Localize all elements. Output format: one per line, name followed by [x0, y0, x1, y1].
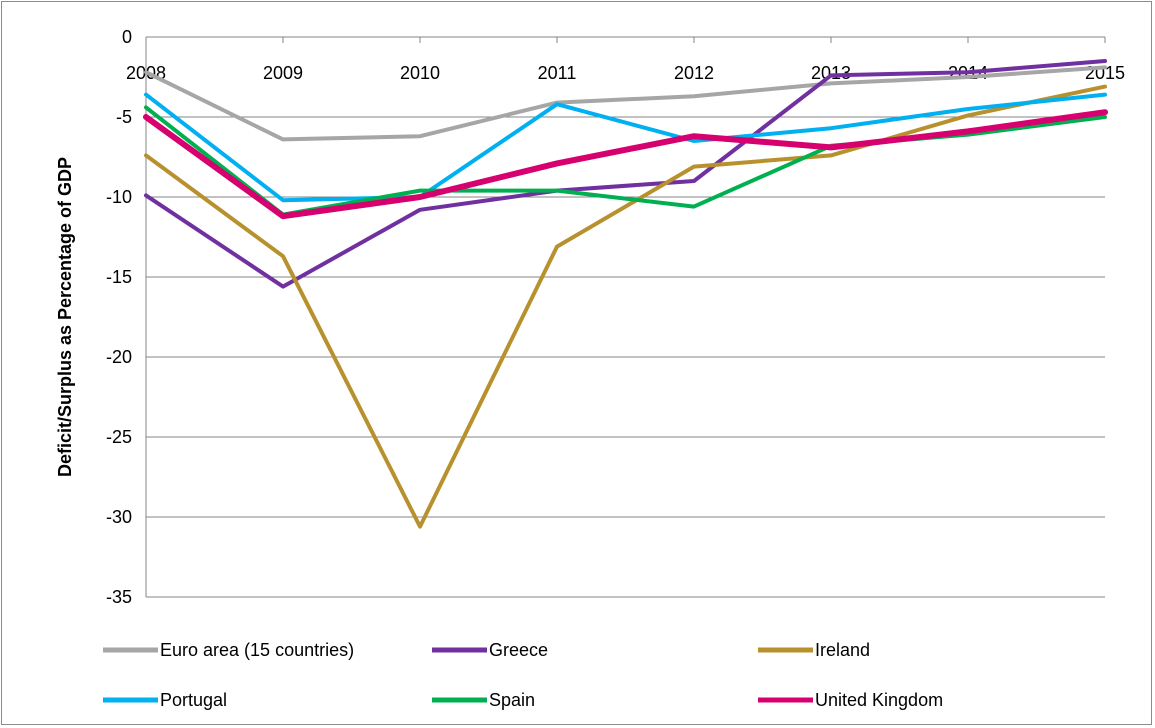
y-tick-label-7: -35 [106, 587, 132, 607]
series-line-5 [143, 109, 1108, 220]
legend-label-4: Spain [489, 690, 535, 710]
legend-label-5: United Kingdom [815, 690, 943, 710]
series-line-3 [144, 92, 1107, 203]
x-tick-label-2: 2010 [400, 63, 440, 83]
y-tick-label-1: -5 [116, 107, 132, 127]
x-tick-label-4: 2012 [674, 63, 714, 83]
y-tick-label-4: -20 [106, 347, 132, 367]
legend-label-0: Euro area (15 countries) [160, 640, 354, 660]
gridlines [146, 116, 1105, 598]
x-tick-label-1: 2009 [263, 63, 303, 83]
y-tick-label-6: -30 [106, 507, 132, 527]
x-tick-label-3: 2011 [538, 63, 577, 83]
series-line-1 [144, 59, 1107, 289]
series-lines [143, 59, 1108, 529]
legend-label-3: Portugal [160, 690, 227, 710]
y-tick-label-0: 0 [122, 27, 132, 47]
y-tick-label-2: -10 [106, 187, 132, 207]
x-tick-label-5: 2013 [811, 63, 851, 83]
series-line-2 [144, 84, 1107, 529]
legend: Euro area (15 countries) Greece Ireland Por… [103, 640, 943, 710]
y-tick-label-3: -15 [106, 267, 132, 287]
y-axis-title: Deficit/Surplus as Percentage of GDP [55, 157, 75, 477]
axes [145, 36, 1106, 597]
series-line-0 [144, 65, 1107, 142]
y-tick-label-5: -25 [106, 427, 132, 447]
legend-label-2: Ireland [815, 640, 870, 660]
legend-label-1: Greece [489, 640, 548, 660]
y-axis-tick-labels: 0 -5 -10 -15 -20 -25 -30 -35 [106, 27, 132, 607]
